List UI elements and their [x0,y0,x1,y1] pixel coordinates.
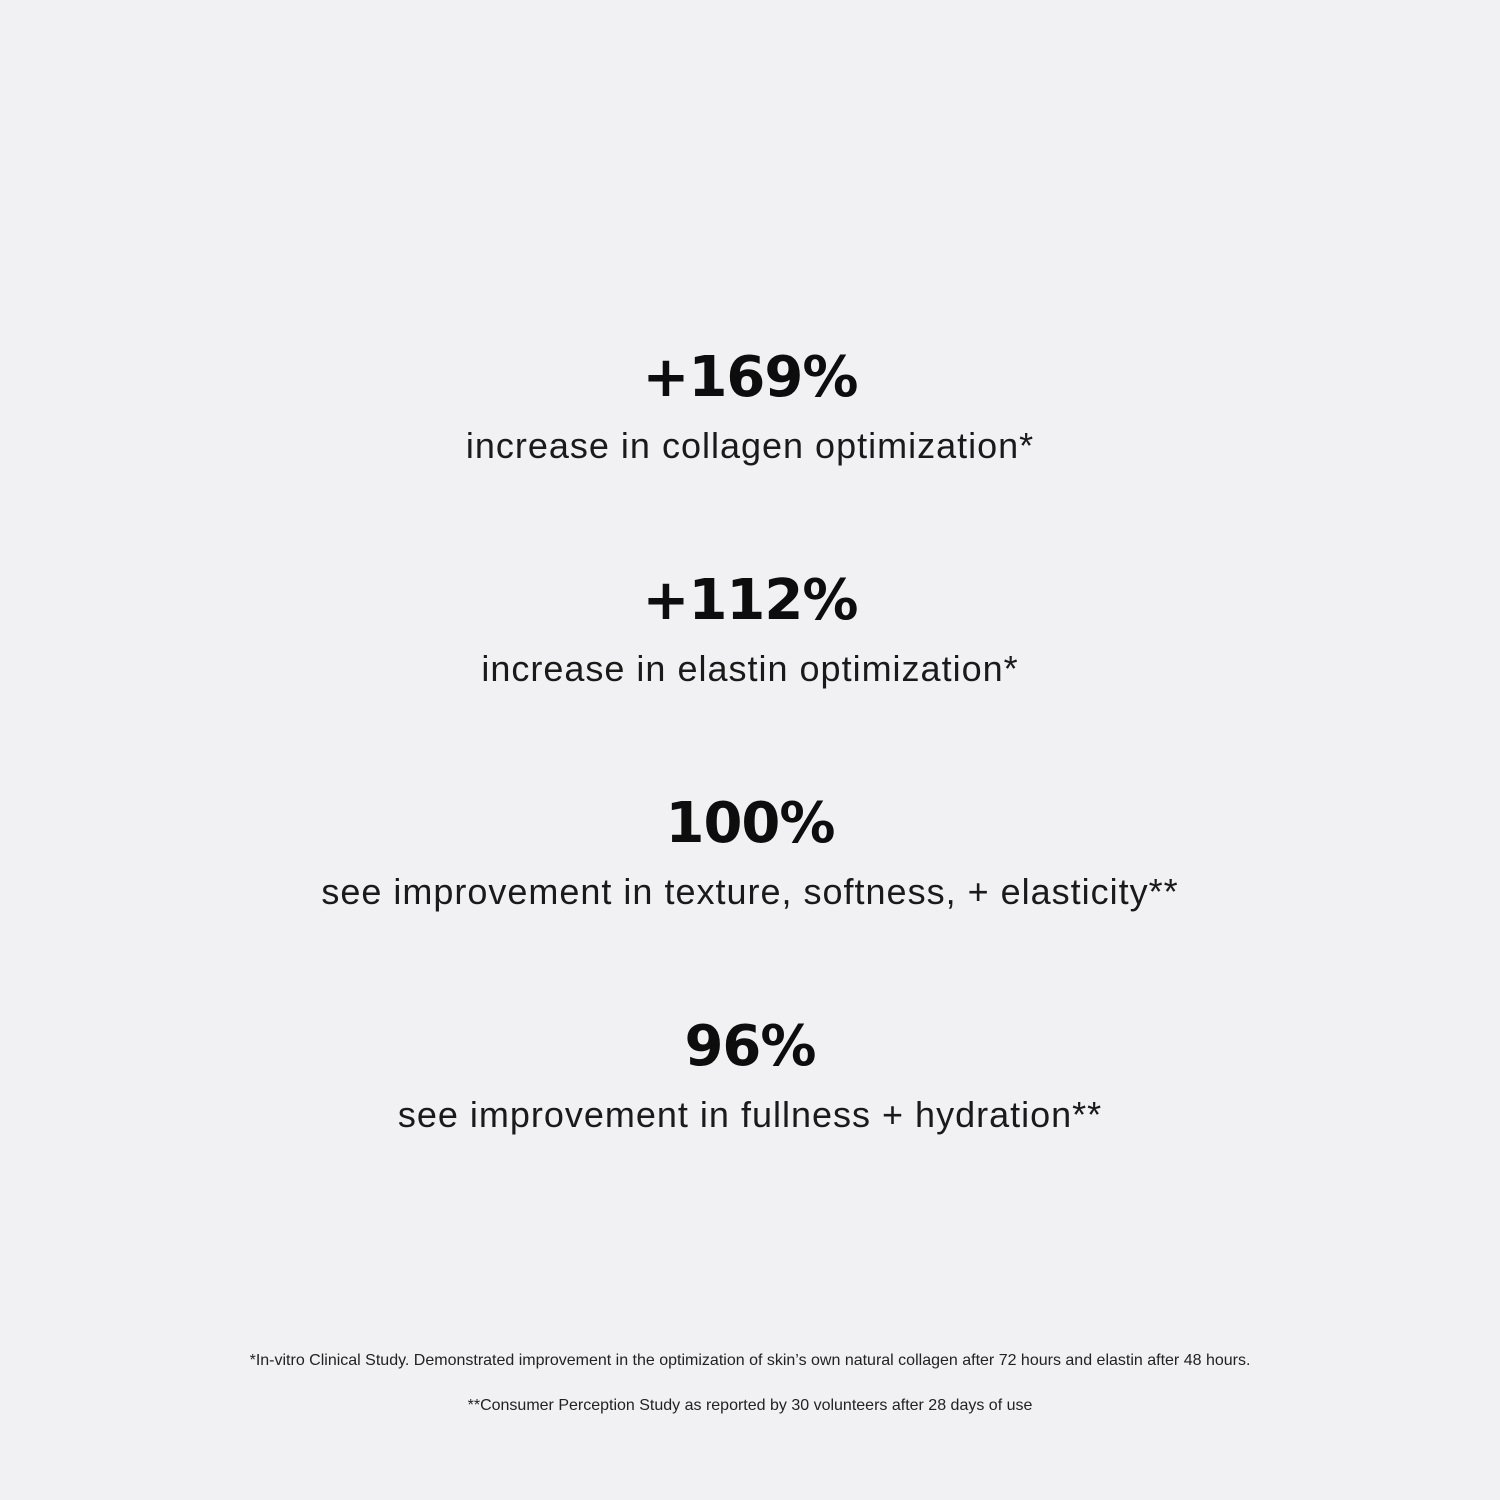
stat-description: increase in collagen optimization* [465,425,1035,466]
footnote-consumer: **Consumer Perception Study as reported … [467,1397,1033,1414]
stat-description: see improvement in texture, softness, + … [321,871,1179,912]
stat-texture: 100% see improvement in texture, softnes… [0,792,1500,914]
stat-value: 96% [684,1014,816,1079]
stat-description: increase in elastin optimization* [481,648,1019,689]
stat-elastin: +112% increase in elastin optimization* [0,569,1500,691]
stat-hydration: 96% see improvement in fullness + hydrat… [0,1015,1500,1137]
stat-value: 100% [665,791,835,856]
footnote-clinical: *In-vitro Clinical Study. Demonstrated i… [249,1352,1251,1369]
stat-value: +112% [642,568,859,633]
stat-collagen: +169% increase in collagen optimization* [0,346,1500,468]
stat-value: +169% [642,345,859,410]
stat-description: see improvement in fullness + hydration*… [397,1094,1103,1135]
